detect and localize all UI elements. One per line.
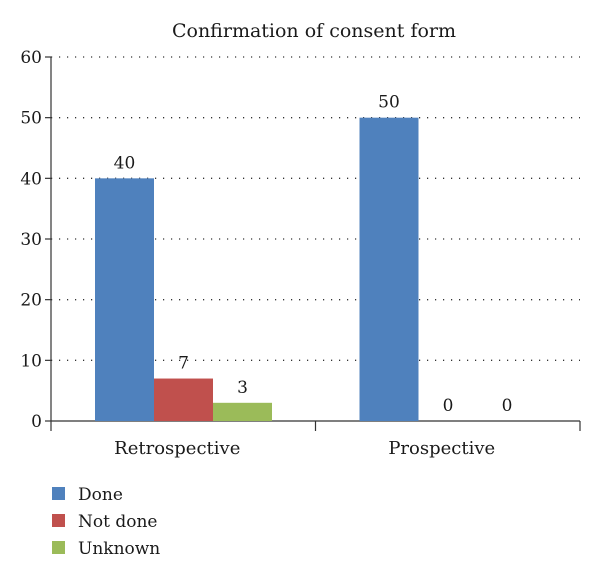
data-label: 3	[237, 378, 248, 398]
legend-swatch	[52, 541, 65, 554]
y-tick-label: 60	[20, 48, 42, 68]
data-label: 0	[443, 396, 454, 416]
data-labels: 40 7 3 50 0 0	[114, 93, 513, 416]
chart-title: Confirmation of consent form	[172, 20, 456, 42]
y-tick-label: 40	[20, 169, 42, 189]
legend: Done Not done Unknown	[52, 485, 160, 559]
y-tick-label: 50	[20, 109, 42, 129]
bar-unknown	[213, 402, 272, 421]
bar-done	[359, 117, 419, 422]
bars	[95, 117, 419, 422]
data-label: 40	[114, 153, 136, 173]
y-tick-label: 30	[20, 230, 42, 250]
y-tick-label: 0	[31, 412, 42, 432]
data-label: 50	[378, 93, 400, 113]
legend-swatch	[52, 514, 65, 527]
legend-swatch	[52, 487, 65, 500]
data-label: 0	[502, 396, 513, 416]
legend-label: Unknown	[78, 539, 160, 559]
legend-label: Done	[78, 485, 123, 505]
legend-label: Not done	[78, 512, 157, 532]
y-ticks: 0 10 20 30 40 50 60	[20, 48, 51, 432]
y-tick-label: 20	[20, 291, 42, 311]
data-label: 7	[178, 354, 189, 374]
category-label: Prospective	[388, 438, 495, 459]
category-label: Retrospective	[114, 438, 240, 459]
bar-done	[95, 178, 154, 421]
bar-not-done	[154, 378, 213, 421]
category-labels: Retrospective Prospective	[50, 421, 581, 459]
y-tick-label: 10	[20, 351, 42, 371]
